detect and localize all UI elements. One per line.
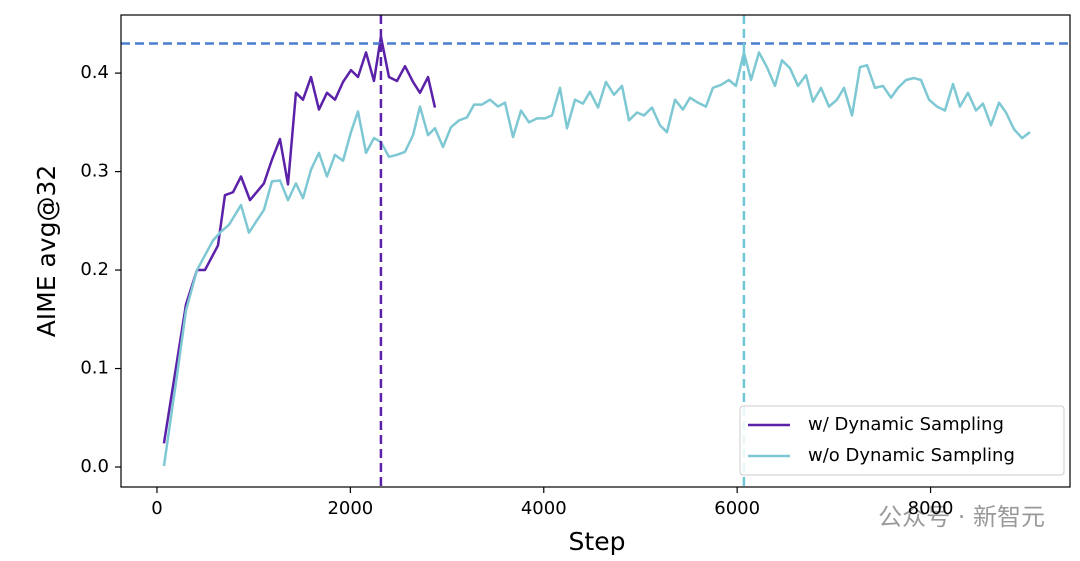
series-line: [162, 51, 1031, 467]
y-tick-label: 0.4: [80, 62, 109, 83]
x-tick-label: 2000: [327, 498, 373, 519]
legend-label: w/ Dynamic Sampling: [808, 414, 1004, 435]
x-tick-label: 6000: [714, 498, 760, 519]
legend-box: [739, 405, 1065, 476]
x-axis-label: Step: [569, 527, 626, 556]
series-line: [162, 35, 437, 444]
y-axis-label: AIME avg@32: [32, 165, 61, 338]
y-tick-label: 0.0: [80, 456, 109, 477]
x-tick-label: 8000: [908, 498, 954, 519]
x-tick-label: 4000: [521, 498, 567, 519]
y-tick-label: 0.2: [80, 259, 109, 280]
x-tick-label: 0: [151, 498, 162, 519]
y-tick-label: 0.1: [80, 358, 109, 379]
watermark: 公众号 · 新智元: [878, 503, 1045, 531]
legend-label: w/o Dynamic Sampling: [808, 445, 1015, 466]
y-tick-label: 0.3: [80, 161, 109, 182]
plot-frame: [120, 14, 1071, 488]
